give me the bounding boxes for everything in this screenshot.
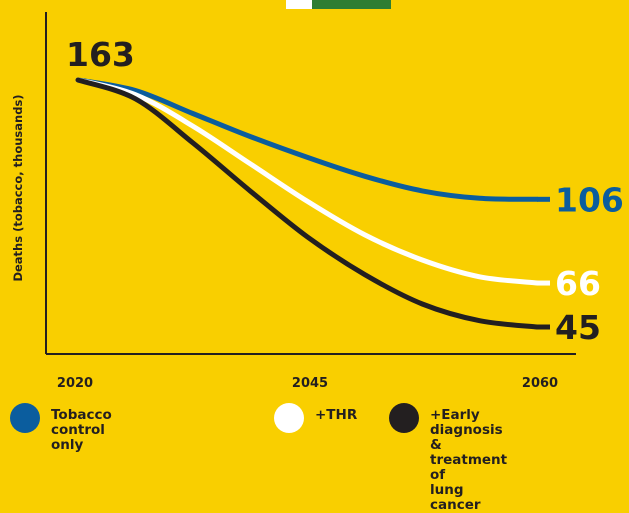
series-line-thr [75, 77, 540, 286]
deaths-line-chart: Deaths (tobacco, thousands) 163 106 66 4… [11, 0, 624, 391]
x-tick-label: 2045 [292, 376, 328, 391]
end-value-tobacco-control: 106 [555, 180, 624, 219]
series-line-early-diagnosis [75, 77, 540, 330]
legend-label-thr: +THR [315, 407, 358, 423]
flag-green-stripe [312, 0, 391, 9]
x-tick-label: 2020 [57, 376, 93, 391]
end-value-thr: 66 [555, 264, 601, 303]
legend-swatch-thr [274, 403, 304, 433]
series-line-tobacco-control [75, 77, 540, 202]
chart-legend: Tobacco control only +THR +Early diagnos… [0, 400, 629, 513]
legend-label-early-diagnosis: +Early diagnosis & treatment of lung can… [430, 407, 508, 513]
legend-swatch-tobacco-control [10, 403, 40, 433]
start-value-label: 163 [66, 35, 135, 74]
legend-label-tobacco-control: Tobacco control only [51, 407, 112, 453]
flag-white-stripe [286, 0, 312, 9]
x-tick-label: 2060 [522, 376, 558, 391]
end-value-early-diagnosis: 45 [555, 308, 601, 347]
y-axis-label: Deaths (tobacco, thousands) [11, 94, 25, 281]
legend-swatch-early-diagnosis [389, 403, 419, 433]
